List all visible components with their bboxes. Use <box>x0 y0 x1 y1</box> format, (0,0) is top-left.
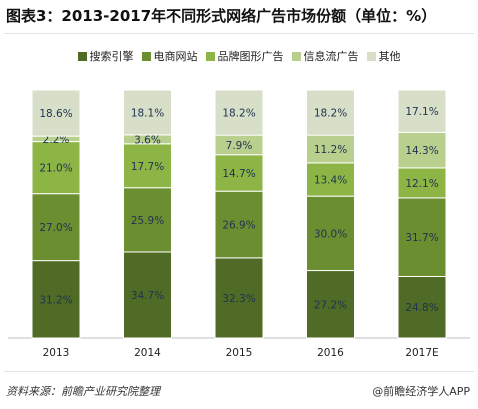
legend-label: 电商网站 <box>153 50 198 63</box>
data-label: 11.2% <box>314 144 347 156</box>
chart-title: 图表3：2013-2017年不同形式网络广告市场份额（单位：%） <box>6 7 437 25</box>
data-label: 27.2% <box>314 299 347 311</box>
data-label: 2.2% <box>43 134 70 146</box>
x-tick-label: 2013 <box>43 347 70 359</box>
data-label: 27.0% <box>39 222 72 234</box>
bar-segment <box>397 89 447 133</box>
bar-segment <box>123 89 172 136</box>
legend-label: 搜索引擎 <box>89 50 134 63</box>
data-label: 14.3% <box>405 145 438 157</box>
footer-divider <box>4 371 474 372</box>
bar-segment <box>31 260 81 339</box>
bar-segment <box>306 134 355 164</box>
data-label: 17.1% <box>405 106 438 118</box>
bar-segment <box>397 167 447 199</box>
bar-segment <box>306 195 355 272</box>
data-label: 21.0% <box>39 163 72 175</box>
bar-segment <box>123 187 172 253</box>
legend-item: 信息流广告 <box>291 48 359 64</box>
chart-legend: 搜索引擎 电商网站 品牌图形广告 信息流广告 其他 <box>0 47 478 65</box>
x-tick-label: 2015 <box>226 347 253 359</box>
bar-segment <box>397 275 447 339</box>
data-label: 18.2% <box>314 108 347 120</box>
data-label: 13.4% <box>314 175 347 187</box>
stacked-bar-chart: 31.2% 27.0% 21.0% 2.2% 18.6% 2013 34.7% 25.9% 17… <box>8 89 470 359</box>
data-label: 34.7% <box>131 290 164 302</box>
data-label: 30.0% <box>314 228 347 240</box>
bar-segment <box>306 89 355 136</box>
bar-segment <box>306 162 355 197</box>
data-label: 31.7% <box>405 232 438 244</box>
bar-segment <box>214 154 264 192</box>
data-label: 12.1% <box>405 178 438 190</box>
x-tick-label: 2016 <box>317 347 344 359</box>
legend-swatch <box>366 51 376 61</box>
data-label: 3.6% <box>134 134 161 146</box>
legend-swatch <box>205 51 215 61</box>
bar-segment <box>214 89 264 136</box>
bar-segment <box>397 131 447 169</box>
x-tick-label: 2017E <box>405 347 438 359</box>
bar-segment <box>123 251 172 339</box>
legend-label: 其他 <box>378 50 401 63</box>
data-label: 18.6% <box>39 108 72 120</box>
data-label: 31.2% <box>39 294 72 306</box>
legend-item: 其他 <box>366 48 401 64</box>
data-label: 14.7% <box>222 168 255 180</box>
x-tick-label: 2014 <box>134 347 161 359</box>
source-note: 资料来源：前瞻产业研究院整理 <box>6 385 160 398</box>
bar-segment <box>397 197 447 277</box>
legend-swatch <box>291 51 301 61</box>
legend-label: 信息流广告 <box>303 50 359 63</box>
bar-segment <box>214 257 264 339</box>
legend-swatch <box>141 51 151 61</box>
bar-segment <box>214 190 264 259</box>
data-label: 17.7% <box>131 161 164 173</box>
data-label: 32.3% <box>222 293 255 305</box>
credit-note: @前瞻经济学人APP <box>372 385 470 398</box>
legend-label: 品牌图形广告 <box>217 50 284 63</box>
bar-segment <box>123 143 172 189</box>
legend-item: 品牌图形广告 <box>205 48 284 64</box>
data-label: 24.8% <box>405 302 438 314</box>
data-label: 18.1% <box>131 107 164 119</box>
data-label: 18.2% <box>222 108 255 120</box>
legend-swatch <box>77 51 87 61</box>
data-label: 26.9% <box>222 220 255 232</box>
data-label: 7.9% <box>226 140 253 152</box>
bar-segment <box>31 193 81 262</box>
legend-item: 搜索引擎 <box>77 48 134 64</box>
data-label: 25.9% <box>131 215 164 227</box>
bar-segment <box>31 89 81 137</box>
legend-item: 电商网站 <box>141 48 198 64</box>
title-divider <box>4 33 474 34</box>
